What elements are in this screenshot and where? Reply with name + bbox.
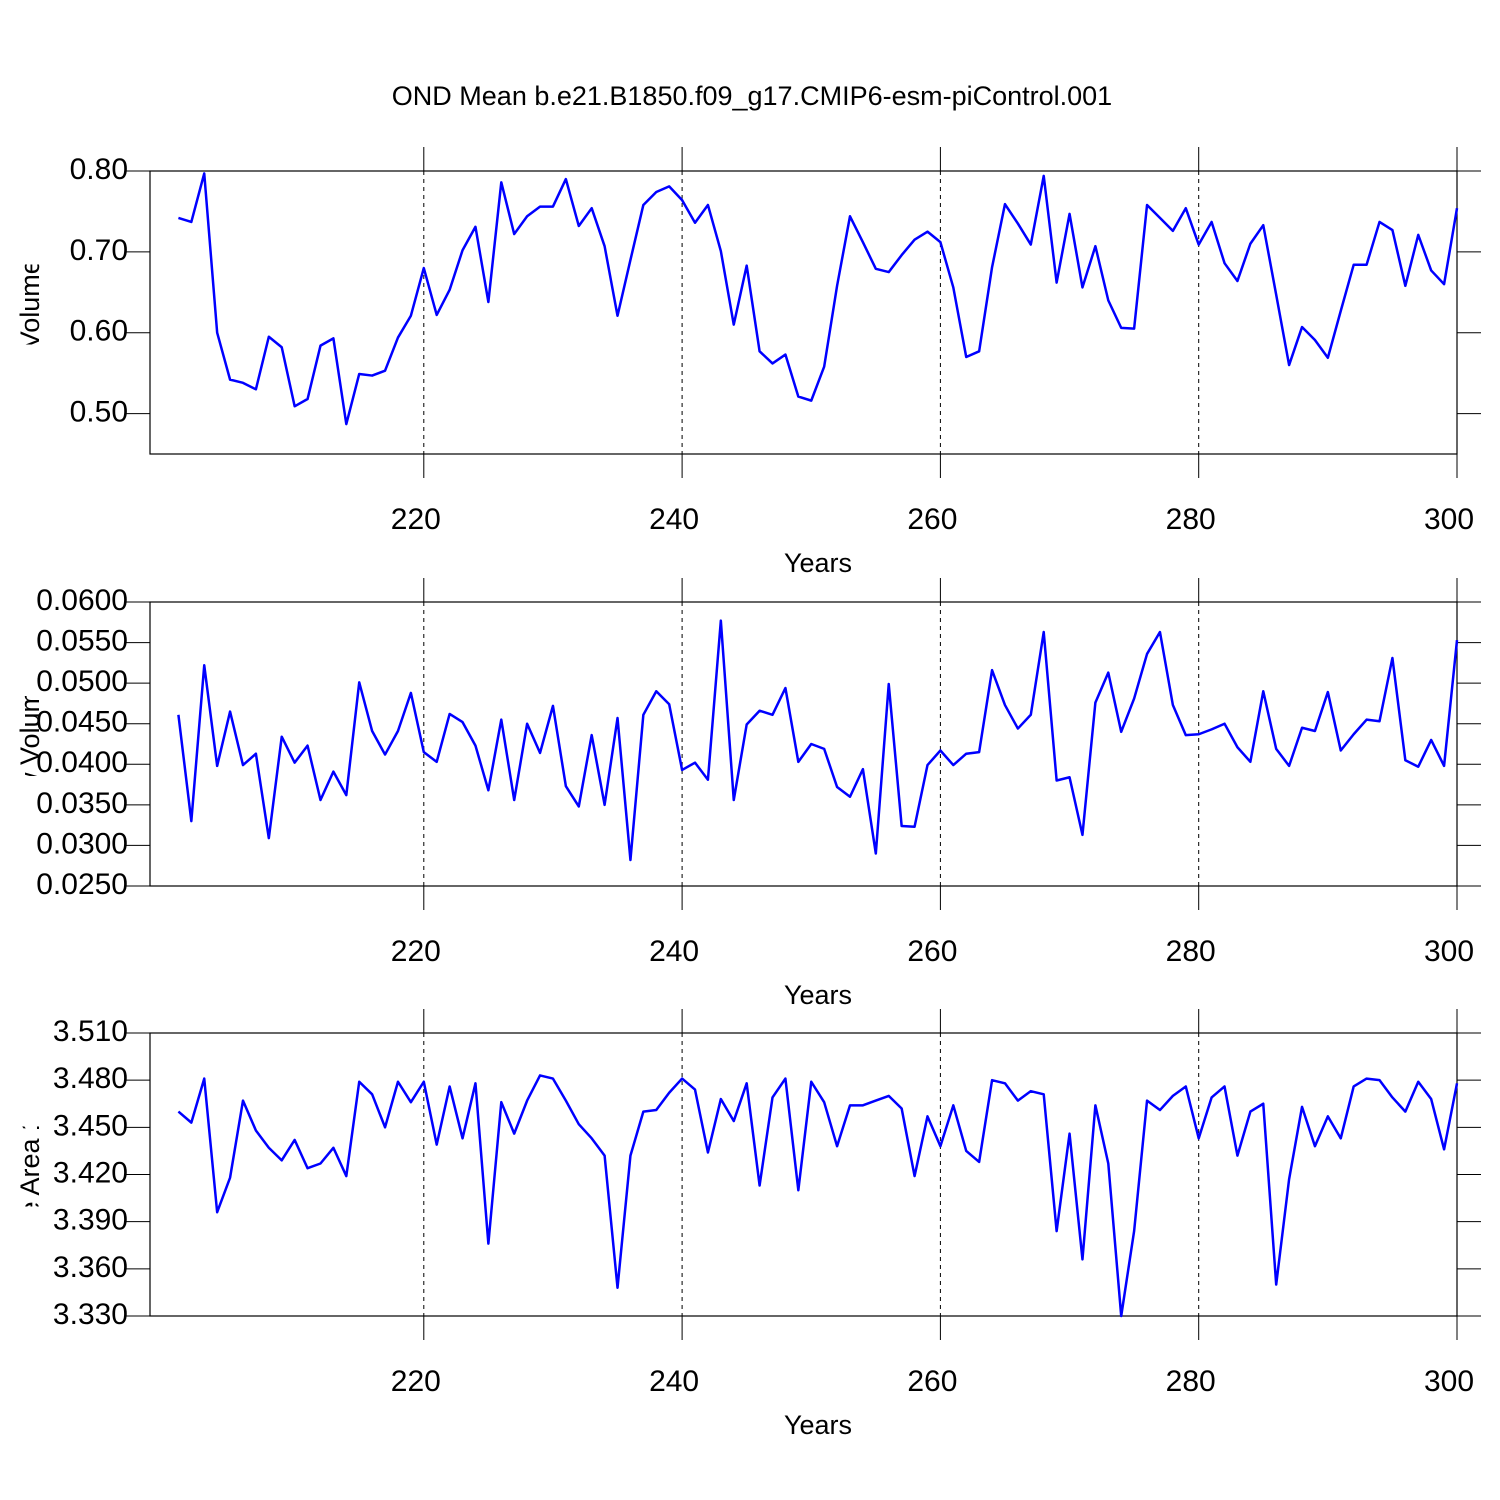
y-tick-label: 3.510 <box>53 1015 128 1048</box>
y-tick-label: 0.0250 <box>36 868 128 901</box>
plot-frame <box>149 1032 1458 1317</box>
y-tick-label: 3.360 <box>53 1251 128 1284</box>
x-tick-label: 300 <box>1424 1365 1474 1398</box>
x-tick-label: 280 <box>1166 935 1216 968</box>
y-tick-label: 0.80 <box>70 153 128 186</box>
x-tick-label: 240 <box>649 935 699 968</box>
y-tick-label: 0.0300 <box>36 827 128 860</box>
x-axis-label: Years <box>784 548 852 578</box>
y-tick-label: 0.0600 <box>36 584 128 617</box>
x-tick-label: 220 <box>391 503 441 536</box>
y-tick-label: 3.390 <box>53 1204 128 1237</box>
y-tick-label: 3.420 <box>53 1156 128 1189</box>
data-line <box>178 172 1459 426</box>
data-line <box>177 619 1459 862</box>
y-tick-label: 0.0400 <box>36 746 128 779</box>
x-tick-label: 240 <box>649 1365 699 1398</box>
x-tick-label: 300 <box>1424 935 1474 968</box>
chart-title: OND Mean b.e21.B1850.f09_g17.CMIP6-esm-p… <box>392 81 1112 111</box>
y-tick-label: 0.0350 <box>36 787 128 820</box>
y-tick-label: 0.70 <box>70 234 128 267</box>
x-tick-label: 260 <box>907 1365 957 1398</box>
y-axis-label: CArc Snow Volume 10¹³ m³ <box>15 580 45 907</box>
y-axis-label: CArc Ice Area 10¹² m² <box>15 1044 45 1305</box>
x-tick-label: 260 <box>907 503 957 536</box>
y-axis-label: CArc Ice Volume 10¹³ m³ <box>15 165 45 461</box>
x-tick-label: 220 <box>391 935 441 968</box>
x-axis-label: Years <box>784 980 852 1010</box>
x-tick-label: 240 <box>649 503 699 536</box>
y-tick-label: 0.60 <box>70 315 128 348</box>
plot-frame <box>149 601 1458 887</box>
x-tick-label: 220 <box>391 1365 441 1398</box>
plot-frame <box>149 170 1458 455</box>
x-tick-label: 260 <box>907 935 957 968</box>
x-tick-label: 280 <box>1166 503 1216 536</box>
y-tick-label: 0.0500 <box>36 665 128 698</box>
data-line <box>177 1074 1459 1318</box>
y-tick-label: 3.330 <box>53 1298 128 1331</box>
y-tick-label: 3.450 <box>53 1109 128 1142</box>
y-tick-label: 0.0550 <box>36 624 128 657</box>
x-axis-label: Years <box>784 1410 852 1440</box>
x-tick-label: 280 <box>1166 1365 1216 1398</box>
y-tick-label: 3.480 <box>53 1062 128 1095</box>
x-tick-label: 300 <box>1424 503 1474 536</box>
y-tick-label: 0.0450 <box>36 706 128 739</box>
y-tick-label: 0.50 <box>70 395 128 428</box>
